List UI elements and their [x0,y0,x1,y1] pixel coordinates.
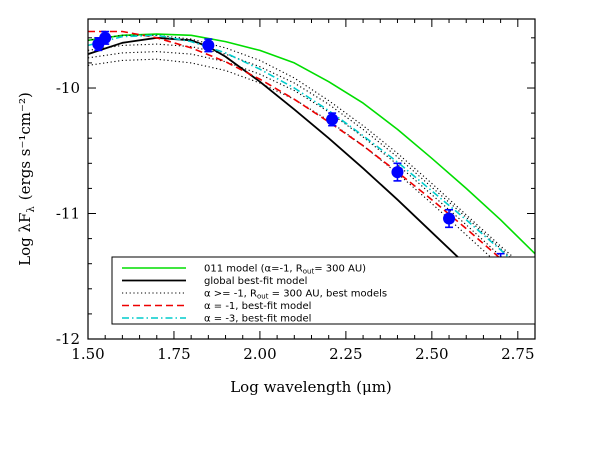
x-tick-label: 2.50 [415,345,448,363]
series-line-black-dotted [88,34,535,277]
x-tick-labels: 1.50 1.75 2.00 2.25 2.50 2.75 [71,345,534,363]
legend-label: 011 model (α=-1, Rout= 300 AU) [204,264,366,276]
data-point [326,113,339,126]
series-line-black-solid [88,36,535,318]
x-tick-label: 2.75 [501,345,534,363]
series-line-black-dotted [88,51,535,287]
series-layer [88,30,535,318]
x-tick-label: 1.50 [71,345,104,363]
series-line-black-dotted [88,43,535,280]
plot-frame [87,18,536,340]
legend: 011 model (α=-1, Rout= 300 AU)global bes… [111,256,536,325]
data-point [99,31,112,44]
observations-layer [92,30,507,273]
y-axis-label: Log λFλ(ergs s⁻¹cm⁻²) [16,92,37,266]
x-tick-label: 1.75 [157,345,190,363]
y-tick-label: -11 [56,205,80,223]
axis-ticks [87,19,536,340]
legend-label: α = -1, best-fit model [204,301,311,312]
y-tick-label: -10 [56,79,80,97]
series-line-cyan-dashdot [88,34,535,282]
y-tick-label: -12 [56,330,80,348]
legend-label: α >= -1, Rout = 300 AU, best models [204,289,387,301]
x-tick-label: 2.25 [329,345,362,363]
data-point [391,166,404,179]
x-tick-label: 2.00 [243,345,276,363]
data-point [443,212,456,225]
legend-label: global best-fit model [204,276,307,287]
legend-label: α = -3, best-fit model [204,314,311,325]
data-point [202,39,215,52]
series-line-green-solid [88,33,535,255]
y-tick-labels: -10 -11 -12 [56,79,80,348]
x-axis-label: Log wavelength (μm) [230,378,392,396]
series-line-red-dashed [88,30,535,290]
